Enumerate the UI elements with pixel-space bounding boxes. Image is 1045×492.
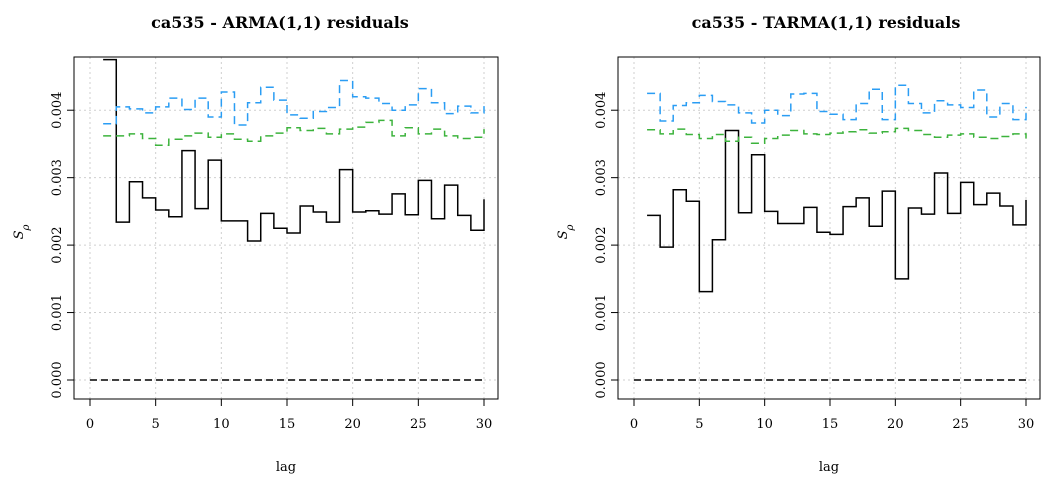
- y-tick-label: 0.004: [594, 92, 609, 129]
- x-tick-label: 30: [1018, 417, 1035, 432]
- y-tick-label: 0.003: [594, 159, 609, 196]
- series-upper-bound-line: [103, 79, 485, 126]
- x-tick-label: 15: [279, 417, 296, 432]
- series-mid-bound-line: [647, 127, 1027, 145]
- y-axis-label-subscript: ρ: [565, 224, 576, 231]
- x-tick-label: 15: [822, 417, 839, 432]
- x-axis-label: lag: [276, 460, 296, 475]
- x-axis-label: lag: [819, 460, 839, 475]
- x-tick-label: 0: [630, 417, 638, 432]
- series-mid-bound-line: [103, 119, 485, 147]
- plot-frame: [617, 56, 1041, 400]
- y-axis-label: Sρ: [556, 224, 576, 239]
- x-tick-label: 5: [152, 417, 160, 432]
- chart-title: ca535 - ARMA(1,1) residuals: [151, 13, 409, 32]
- y-tick-label: 0.000: [594, 361, 609, 398]
- chart-panel-1: ca535 - ARMA(1,1) residuals 0 5 10 15 20 25 30 0…: [12, 13, 499, 475]
- y-tick-label: 0.001: [50, 294, 65, 331]
- series-observed-line: [103, 58, 485, 242]
- y-tick-label: 0.001: [594, 294, 609, 331]
- x-tick-label: 25: [952, 417, 969, 432]
- y-tick-label: 0.002: [50, 226, 65, 263]
- y-axis-label-main: S: [556, 230, 571, 239]
- x-tick-label: 20: [887, 417, 904, 432]
- series-observed-line: [647, 129, 1027, 293]
- y-axis-label: Sρ: [12, 224, 32, 239]
- series-upper-bound-line: [647, 84, 1027, 124]
- y-tick-label: 0.003: [50, 159, 65, 196]
- x-tick-label: 30: [476, 417, 493, 432]
- x-tick-label: 0: [86, 417, 94, 432]
- y-axis-label-subscript: ρ: [21, 224, 32, 231]
- y-tick-label: 0.004: [50, 92, 65, 129]
- y-tick-label: 0.002: [594, 226, 609, 263]
- x-tick-label: 5: [695, 417, 703, 432]
- chart-panel-2: ca535 - TARMA(1,1) residuals 0 5 10 15 20 25 30…: [556, 13, 1041, 475]
- chart-title: ca535 - TARMA(1,1) residuals: [692, 13, 961, 32]
- y-tick-label: 0.000: [50, 361, 65, 398]
- x-tick-label: 10: [213, 417, 230, 432]
- y-axis-label-main: S: [12, 230, 27, 239]
- plot-frame: [73, 56, 499, 400]
- x-tick-label: 25: [410, 417, 427, 432]
- x-tick-label: 20: [344, 417, 361, 432]
- x-tick-label: 10: [756, 417, 773, 432]
